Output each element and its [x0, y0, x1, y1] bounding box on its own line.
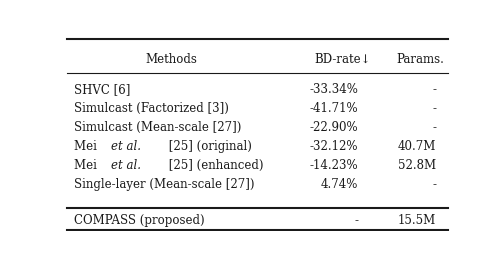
Text: Methods: Methods: [145, 53, 197, 66]
Text: 15.5M: 15.5M: [397, 214, 435, 227]
Text: Single-layer (Mean-scale [27]): Single-layer (Mean-scale [27]): [74, 178, 255, 191]
Text: SHVC [6]: SHVC [6]: [74, 83, 131, 96]
Text: et al.: et al.: [110, 140, 140, 153]
Text: -22.90%: -22.90%: [309, 121, 358, 134]
Text: [25] (enhanced): [25] (enhanced): [164, 159, 263, 172]
Text: -: -: [431, 83, 435, 96]
Text: Params.: Params.: [396, 53, 444, 66]
Text: -: -: [431, 102, 435, 115]
Text: 52.8M: 52.8M: [397, 159, 435, 172]
Text: Simulcast (Mean-scale [27]): Simulcast (Mean-scale [27]): [74, 121, 241, 134]
Text: 4.74%: 4.74%: [321, 178, 358, 191]
Text: [25] (original): [25] (original): [164, 140, 252, 153]
Text: -: -: [354, 214, 358, 227]
Text: -41.71%: -41.71%: [309, 102, 358, 115]
Text: -14.23%: -14.23%: [309, 159, 358, 172]
Text: et al.: et al.: [110, 159, 140, 172]
Text: -: -: [431, 178, 435, 191]
Text: Mei: Mei: [74, 159, 101, 172]
Text: COMPASS (proposed): COMPASS (proposed): [74, 214, 204, 227]
Text: BD-rate↓: BD-rate↓: [314, 53, 370, 66]
Text: 40.7M: 40.7M: [397, 140, 435, 153]
Text: -32.12%: -32.12%: [309, 140, 358, 153]
Text: -: -: [431, 121, 435, 134]
Text: -33.34%: -33.34%: [309, 83, 358, 96]
Text: Simulcast (Factorized [3]): Simulcast (Factorized [3]): [74, 102, 229, 115]
Text: Mei: Mei: [74, 140, 101, 153]
